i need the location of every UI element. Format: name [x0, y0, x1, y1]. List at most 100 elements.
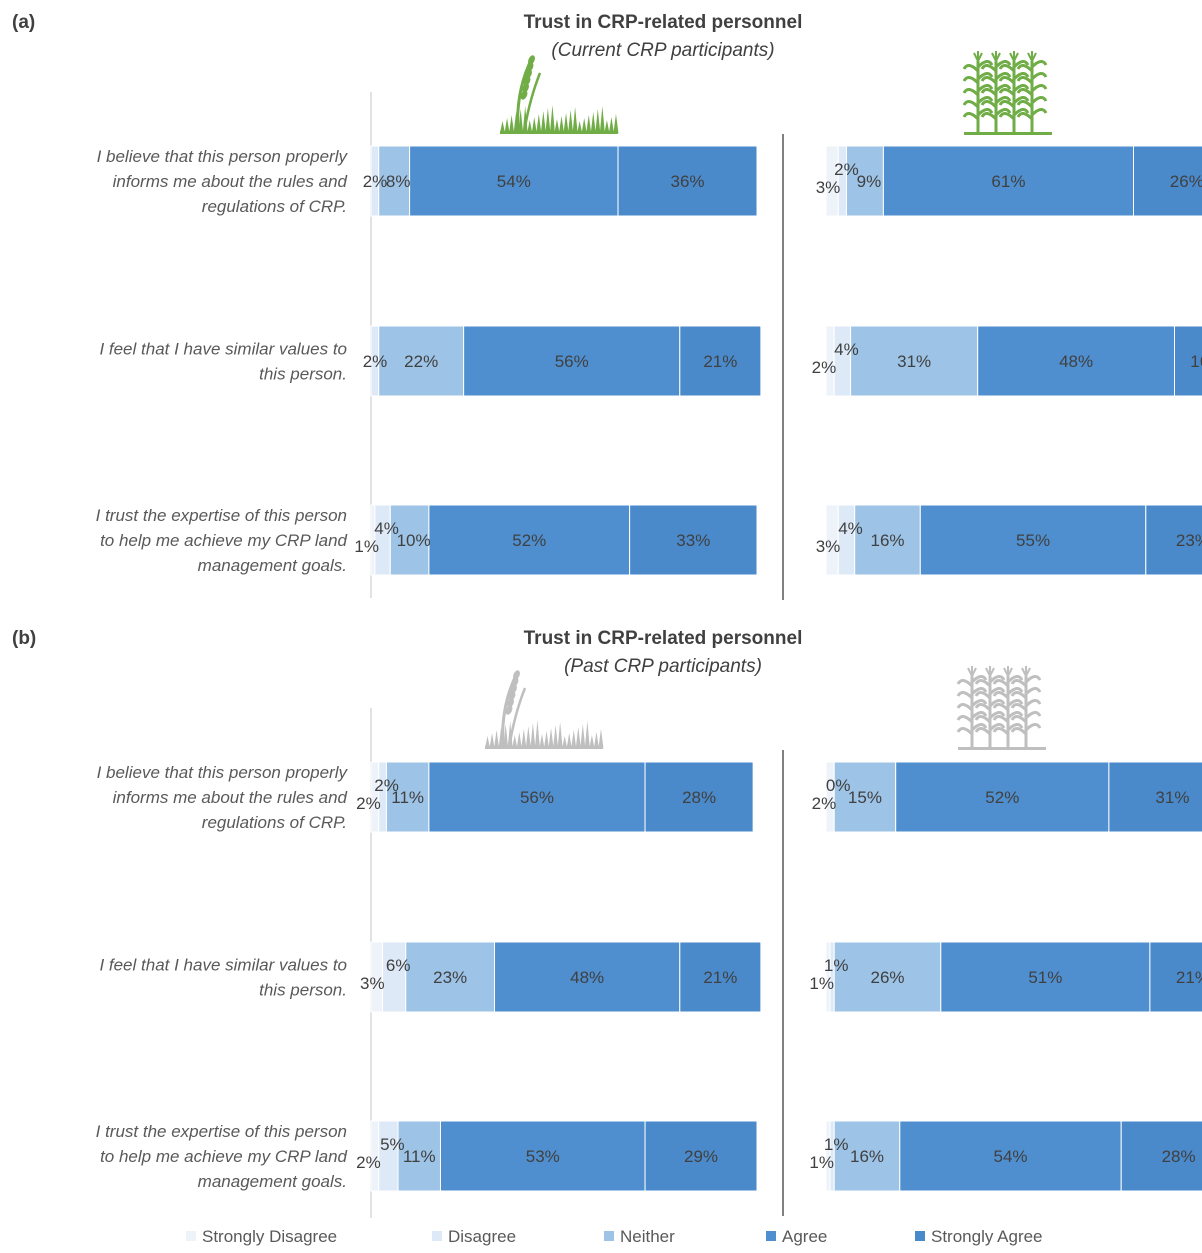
data-label: 2%	[834, 160, 859, 179]
data-label: 2%	[812, 358, 837, 377]
data-label: 56%	[555, 352, 589, 371]
bar-group-grass: 2%8%54%36%2%22%56%21%1%4%10%52%33%	[354, 146, 760, 575]
corn-leaf	[1018, 113, 1032, 119]
corn-leaf	[964, 113, 978, 119]
data-label: 51%	[1028, 968, 1062, 987]
corn-tassel	[974, 51, 982, 61]
data-label: 54%	[497, 172, 531, 191]
data-label: 22%	[404, 352, 438, 371]
legend-label: Neither	[620, 1227, 675, 1246]
corn-leaf	[982, 101, 996, 107]
data-label: 0%	[826, 776, 851, 795]
legend-label: Agree	[782, 1227, 827, 1246]
data-label: 8%	[386, 172, 411, 191]
data-label: 28%	[682, 788, 716, 807]
data-label: 11%	[403, 1147, 436, 1166]
legend-label: Strongly Agree	[931, 1227, 1043, 1246]
data-label: 2%	[356, 794, 381, 813]
category-label: I trust the expertise of this person	[96, 1122, 347, 1141]
corn-leaf	[958, 704, 972, 710]
data-label: 52%	[512, 531, 546, 550]
corn-leaf	[982, 77, 996, 83]
data-label: 5%	[380, 1135, 405, 1154]
panel-label: (b)	[12, 628, 36, 649]
bar-segment	[838, 505, 854, 575]
corn-leaf	[1012, 728, 1026, 734]
category-label: regulations of CRP.	[202, 197, 347, 216]
corn-leaf	[958, 692, 972, 698]
corn-icon	[964, 51, 1052, 135]
corn-leaf	[976, 728, 990, 734]
corn-leaf	[994, 692, 1008, 698]
category-label: informs me about the rules and	[113, 788, 348, 807]
corn-leaf	[1026, 700, 1040, 706]
panel-a: (a)Trust in CRP-related personnel(Curren…	[12, 12, 1202, 600]
grass-icon	[500, 54, 618, 134]
panel-subtitle: (Past CRP participants)	[564, 656, 762, 677]
corn-leaf	[976, 704, 990, 710]
data-label: 16%	[850, 1147, 884, 1166]
legend-item: Strongly Disagree	[186, 1227, 337, 1246]
corn-leaf	[964, 101, 978, 107]
category-label: this person.	[259, 365, 347, 384]
legend-swatch	[915, 1231, 925, 1241]
category-label: I trust the expertise of this person	[96, 506, 347, 525]
legend: Strongly Disagree Disagree Neither Agree Str…	[186, 1227, 1043, 1246]
corn-leaf	[1032, 109, 1046, 115]
corn-leaf	[1032, 97, 1046, 103]
category-label: informs me about the rules and	[113, 172, 348, 191]
corn-leaf	[1012, 680, 1026, 686]
data-label: 26%	[1170, 172, 1202, 191]
corn-leaf	[976, 716, 990, 722]
data-label: 1%	[824, 956, 849, 975]
data-label: 1%	[809, 974, 834, 993]
panel-subtitle: (Current CRP participants)	[551, 40, 774, 61]
panel-title: Trust in CRP-related personnel	[524, 12, 803, 33]
data-label: 10%	[397, 531, 431, 550]
data-label: 36%	[671, 172, 705, 191]
corn-leaf	[994, 728, 1008, 734]
corn-leaf	[1032, 61, 1046, 67]
corn-leaf	[982, 89, 996, 95]
data-label: 4%	[834, 340, 859, 359]
corn-tassel	[968, 666, 976, 676]
corn-leaf	[1032, 73, 1046, 79]
corn-leaf	[1000, 113, 1014, 119]
data-label: 3%	[816, 537, 841, 556]
category-label: I feel that I have similar values to	[99, 956, 347, 975]
data-label: 2%	[356, 1153, 381, 1172]
corn-leaf	[958, 716, 972, 722]
corn-leaf	[1000, 89, 1014, 95]
data-label: 31%	[1155, 788, 1189, 807]
grass-ground	[500, 131, 618, 134]
category-label: to help me achieve my CRP land	[100, 531, 347, 550]
data-label: 26%	[870, 968, 904, 987]
bar-segment	[379, 1121, 398, 1191]
legend-swatch	[604, 1231, 614, 1241]
data-label: 1%	[809, 1153, 834, 1172]
data-label: 29%	[684, 1147, 718, 1166]
corn-leaf	[1000, 101, 1014, 107]
corn-leaf	[976, 680, 990, 686]
data-label: 4%	[838, 519, 863, 538]
legend-label: Disagree	[448, 1227, 516, 1246]
data-label: 23%	[1176, 531, 1202, 550]
corn-tassel	[1028, 51, 1036, 61]
legend-swatch	[432, 1231, 442, 1241]
corn-leaf	[958, 680, 972, 686]
data-label: 2%	[812, 794, 837, 813]
corn-leaf	[1012, 704, 1026, 710]
bar-segment	[834, 326, 850, 396]
panel-b: (b)Trust in CRP-related personnel(Past C…	[12, 628, 1202, 1218]
data-label: 48%	[570, 968, 604, 987]
corn-leaf	[976, 692, 990, 698]
corn-leaf	[1032, 85, 1046, 91]
data-label: 6%	[386, 956, 411, 975]
bar-segment	[383, 942, 406, 1012]
legend-item: Disagree	[432, 1227, 516, 1246]
data-label: 9%	[857, 172, 882, 191]
category-label: I feel that I have similar values to	[99, 340, 347, 359]
corn-tassel	[1010, 51, 1018, 61]
category-label: regulations of CRP.	[202, 813, 347, 832]
